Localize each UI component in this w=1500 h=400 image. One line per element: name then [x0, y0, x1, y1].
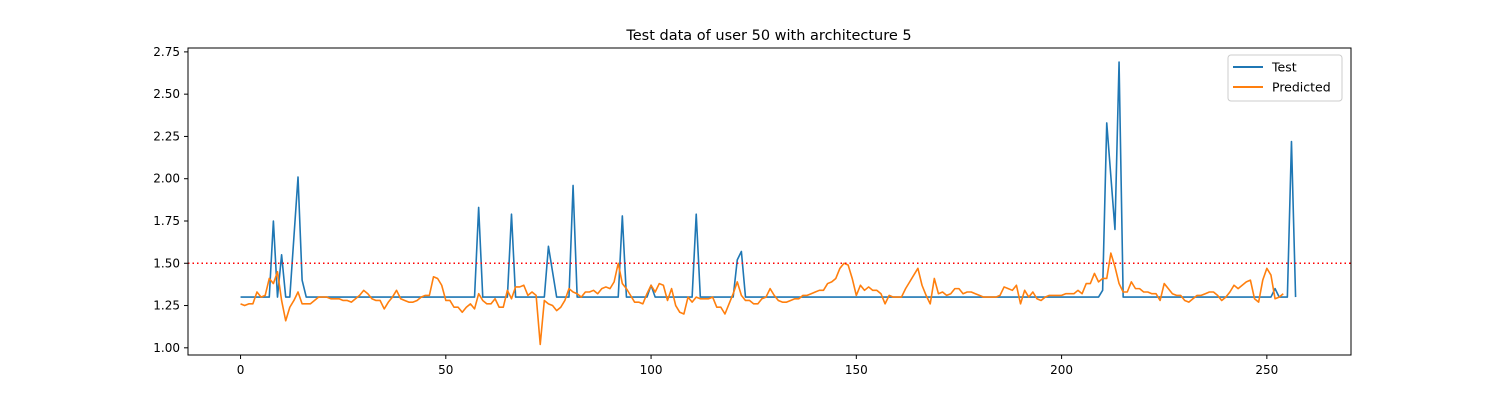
y-tick-label: 2.00 — [153, 172, 180, 186]
y-tick-label: 2.50 — [153, 87, 180, 101]
y-tick-label: 1.00 — [153, 341, 180, 355]
series-line-predicted — [240, 252, 1284, 346]
legend: Test Predicted — [1227, 54, 1343, 102]
y-tick-label: 1.25 — [153, 299, 180, 313]
series-line-test — [240, 61, 1297, 298]
plot-area — [188, 61, 1351, 346]
x-axis: 0 50 100 150 200 250 — [237, 355, 1278, 377]
x-tick-label: 0 — [237, 363, 245, 377]
y-tick-label: 1.50 — [153, 256, 180, 270]
x-tick-label: 250 — [1255, 363, 1278, 377]
legend-label-predicted: Predicted — [1272, 80, 1331, 95]
y-tick-label: 1.75 — [153, 214, 180, 228]
legend-label-test: Test — [1271, 60, 1297, 75]
x-tick-label: 100 — [640, 363, 663, 377]
chart-title: Test data of user 50 with architecture 5 — [625, 28, 911, 44]
y-tick-label: 2.25 — [153, 129, 180, 143]
x-tick-label: 50 — [438, 363, 453, 377]
y-tick-label: 2.75 — [153, 45, 180, 59]
plot-frame — [187, 47, 1352, 356]
x-tick-label: 150 — [845, 363, 868, 377]
x-tick-label: 200 — [1050, 363, 1073, 377]
y-axis: 1.00 1.25 1.50 1.75 2.00 2.25 2.50 2.75 — [153, 45, 188, 355]
